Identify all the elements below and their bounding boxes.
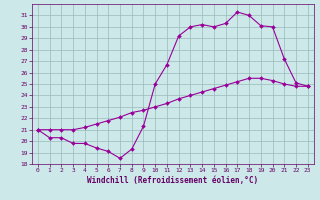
X-axis label: Windchill (Refroidissement éolien,°C): Windchill (Refroidissement éolien,°C) [87, 176, 258, 185]
